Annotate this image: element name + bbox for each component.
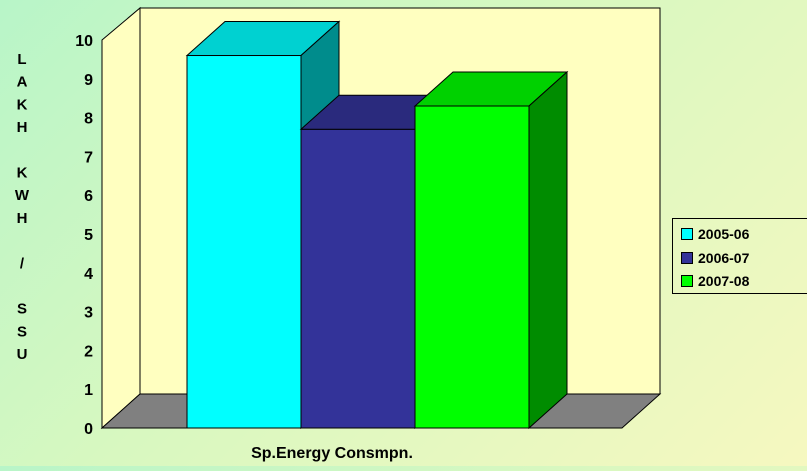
bar-front bbox=[300, 128, 416, 429]
legend-swatch bbox=[681, 252, 693, 264]
y-axis-label-char: H bbox=[17, 210, 28, 227]
y-axis-label-char: W bbox=[15, 187, 30, 204]
y-tick-label: 1 bbox=[84, 382, 93, 399]
y-tick-label: 7 bbox=[84, 149, 93, 166]
y-axis-label-char: / bbox=[20, 255, 25, 272]
y-tick-label: 4 bbox=[84, 266, 93, 283]
bar-2007-08 bbox=[413, 70, 569, 430]
y-tick-label: 5 bbox=[84, 227, 93, 244]
y-tick-label: 10 bbox=[75, 33, 93, 50]
y-axis-label-char: A bbox=[17, 74, 28, 91]
y-axis-label-char: S bbox=[17, 323, 27, 340]
y-axis-label-char: K bbox=[17, 165, 28, 182]
y-tick-label: 3 bbox=[84, 305, 93, 322]
legend: 2005-06 2006-07 2007-08 bbox=[672, 218, 807, 294]
x-axis-label: Sp.Energy Consmpn. bbox=[251, 445, 413, 462]
y-tick-label: 0 bbox=[84, 421, 93, 438]
bar-front bbox=[186, 55, 302, 429]
bar-side bbox=[528, 70, 568, 430]
y-axis-label-char: K bbox=[17, 96, 28, 113]
legend-swatch bbox=[681, 275, 693, 287]
legend-item-2005-06: 2005-06 bbox=[681, 225, 749, 243]
y-tick-label: 9 bbox=[84, 72, 93, 89]
y-tick-label: 6 bbox=[84, 188, 93, 205]
y-axis-label-char: U bbox=[17, 346, 28, 363]
y-tick-label: 2 bbox=[84, 343, 93, 360]
y-axis-label-char: H bbox=[17, 119, 28, 136]
legend-item-2006-07: 2006-07 bbox=[681, 249, 749, 267]
y-axis-label-char: S bbox=[17, 301, 27, 318]
legend-label: 2007-08 bbox=[698, 273, 750, 289]
bars bbox=[185, 20, 569, 430]
legend-label: 2006-07 bbox=[698, 250, 750, 266]
y-tick-label: 8 bbox=[84, 111, 93, 128]
legend-swatch bbox=[681, 228, 693, 240]
y-axis-label-char: L bbox=[17, 51, 26, 68]
y-axis: 0 1 2 3 4 5 6 7 8 9 10 bbox=[75, 33, 93, 438]
legend-label: 2005-06 bbox=[698, 226, 750, 242]
bar-front bbox=[414, 105, 530, 429]
side-wall bbox=[101, 6, 141, 430]
legend-item-2007-08: 2007-08 bbox=[681, 272, 749, 290]
